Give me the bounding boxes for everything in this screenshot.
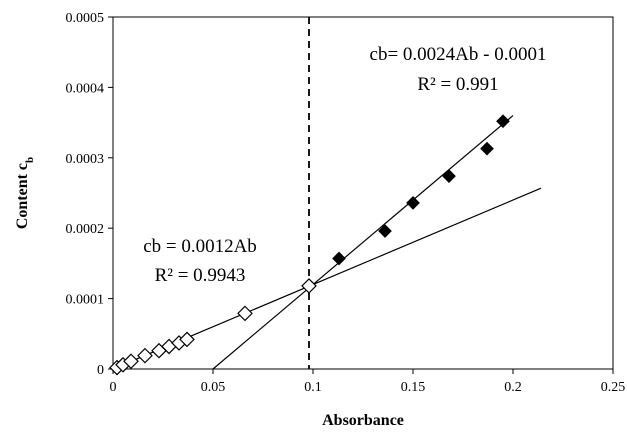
plot-area (112, 16, 614, 370)
fit-lines (112, 17, 542, 370)
x-tick-label: 0.15 (401, 380, 426, 395)
open-diamond-point (237, 305, 253, 322)
open-diamond-point (301, 278, 317, 294)
x-tick-label: 0.2 (504, 380, 522, 395)
annotation-fit-steep: cb= 0.0024Ab - 0.0001 (370, 44, 547, 65)
data-markers (109, 114, 510, 376)
y-tick-label: 0.0004 (66, 81, 105, 96)
y-tick-label: 0.0003 (66, 152, 105, 167)
x-tick-label: 0.1 (304, 380, 322, 395)
y-axis-title: Content cb (14, 157, 36, 229)
y-tick-label: 0.0002 (66, 222, 105, 237)
x-tick-label: 0.25 (601, 380, 626, 395)
open-diamond-point (137, 347, 153, 364)
x-tick-label: 0 (110, 380, 117, 395)
y-tick-label: 0.0001 (66, 293, 105, 308)
annotation-r2-shallow: R² = 0.9943 (155, 265, 246, 286)
fit-line-1 (212, 115, 514, 370)
x-axis-ticks: 0 0.05 0.1 0.15 0.2 0.25 (110, 369, 626, 395)
y-tick-label: 0 (97, 363, 104, 378)
x-axis-title: Absorbance (322, 412, 404, 429)
open-diamond-point (123, 353, 139, 370)
open-diamond-point (179, 331, 195, 348)
annotation-fit-shallow: cb = 0.0012Ab (143, 236, 257, 257)
filled-diamond-point (332, 251, 346, 266)
x-tick-label: 0.05 (201, 380, 226, 395)
filled-diamond-point (378, 224, 392, 238)
annotation-r2-steep: R² = 0.991 (417, 74, 498, 95)
y-tick-label: 0.0005 (66, 11, 105, 26)
filled-diamond-point (406, 196, 420, 210)
filled-diamond-point (442, 169, 456, 183)
y-axis-title-subscript: b (24, 157, 36, 163)
filled-diamond-point (480, 141, 494, 156)
filled-diamond-point (496, 114, 510, 129)
y-axis-ticks: 0 0.0001 0.0002 0.0003 0.0004 0.0005 (66, 11, 113, 378)
